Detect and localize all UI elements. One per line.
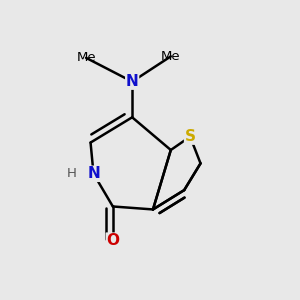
Text: H: H (66, 167, 76, 180)
Text: Me: Me (76, 51, 96, 64)
Text: Me: Me (161, 50, 181, 63)
Text: N: N (87, 166, 100, 181)
Text: S: S (184, 129, 196, 144)
Text: N: N (126, 74, 139, 89)
Text: O: O (106, 233, 119, 248)
